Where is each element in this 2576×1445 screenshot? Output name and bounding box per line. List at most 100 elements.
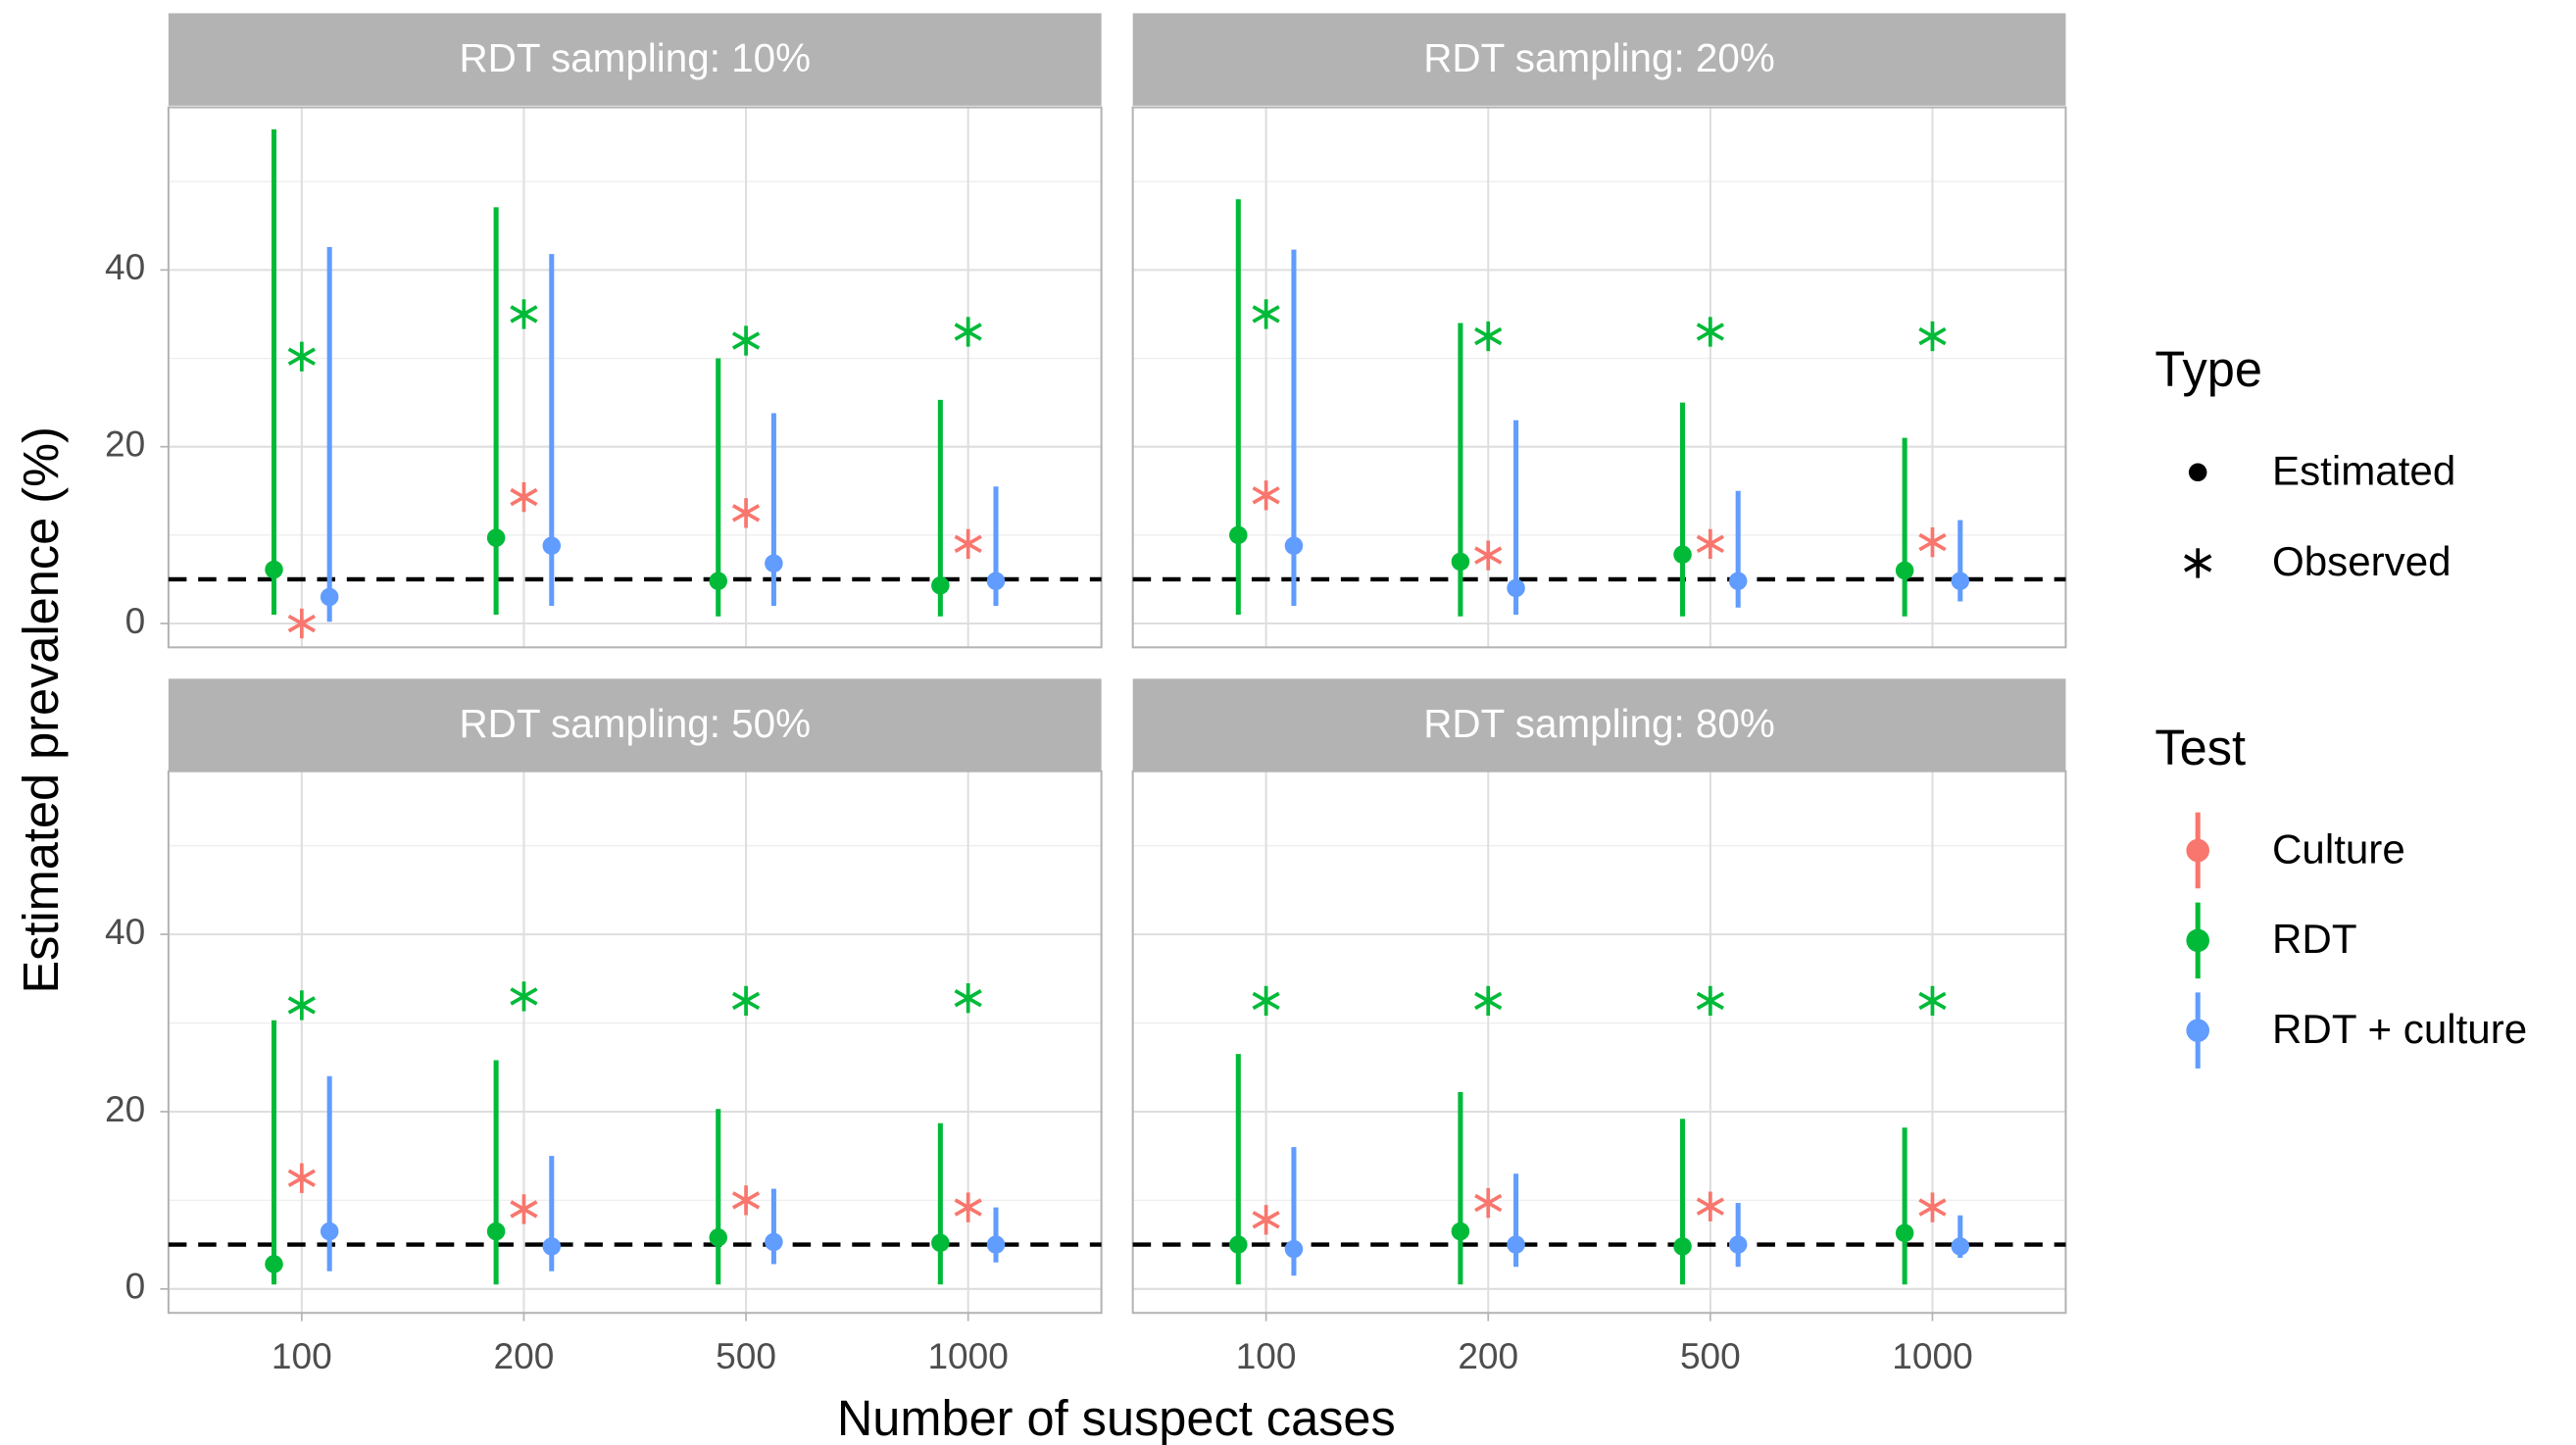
panel-border <box>1131 770 2067 1315</box>
asterisk-stroke <box>1474 326 1503 346</box>
observed-marker <box>1474 321 1503 352</box>
observed-marker <box>1918 321 1947 352</box>
observed-marker <box>1474 985 1503 1017</box>
asterisk-stroke <box>2184 554 2212 573</box>
x-tick-label: 1000 <box>1892 1335 1972 1376</box>
estimated-point <box>320 587 339 607</box>
asterisk-stroke <box>731 504 761 523</box>
observed-marker <box>1252 299 1280 329</box>
estimated-point <box>1673 545 1692 564</box>
observed-marker <box>1696 528 1724 560</box>
asterisk-stroke <box>731 991 761 1011</box>
y-tick-label: 0 <box>125 600 146 641</box>
estimated-point <box>1284 1239 1304 1259</box>
x-tick-label: 500 <box>1680 1335 1741 1376</box>
observed-marker <box>1252 985 1280 1017</box>
estimated-point <box>765 554 783 573</box>
asterisk-stroke <box>954 1198 982 1217</box>
estimated-point <box>1728 1235 1748 1254</box>
asterisk-stroke <box>510 487 538 507</box>
asterisk-stroke <box>287 347 316 366</box>
estimated-point <box>486 528 506 547</box>
observed-marker <box>954 528 982 560</box>
asterisk-stroke <box>287 614 316 633</box>
legend-key-point <box>2186 838 2209 863</box>
facet-title: RDT sampling: 10% <box>459 35 811 80</box>
asterisk-stroke <box>1252 991 1280 1011</box>
estimated-point <box>986 572 1006 590</box>
observed-marker <box>510 299 538 329</box>
estimated-point <box>1673 1237 1692 1256</box>
estimated-point <box>1451 552 1470 572</box>
estimated-point <box>542 1237 562 1256</box>
observed-marker <box>731 325 761 356</box>
observed-marker <box>1918 985 1947 1017</box>
observed-marker <box>731 498 761 528</box>
asterisk-stroke <box>1474 1193 1503 1213</box>
asterisk-stroke <box>1696 323 1724 341</box>
estimated-point <box>1507 578 1525 598</box>
legend-key-point <box>2186 928 2209 953</box>
asterisk-stroke <box>1918 991 1947 1011</box>
estimated-point <box>709 572 727 590</box>
estimated-point <box>320 1221 339 1241</box>
observed-marker <box>287 1163 316 1193</box>
asterisk-stroke <box>1252 305 1280 324</box>
estimated-point <box>1728 572 1748 590</box>
estimated-point <box>986 1235 1006 1254</box>
asterisk-stroke <box>1252 486 1280 505</box>
x-axis-title: Number of suspect cases <box>837 1390 1396 1445</box>
asterisk-stroke <box>954 989 982 1008</box>
asterisk-stroke <box>1252 1211 1280 1229</box>
x-tick-label: 500 <box>716 1335 776 1376</box>
asterisk-stroke <box>1696 534 1724 554</box>
x-tick-label: 200 <box>494 1335 555 1376</box>
observed-marker <box>731 985 761 1017</box>
estimated-point <box>265 560 283 579</box>
observed-marker <box>510 1194 538 1224</box>
observed-marker <box>954 317 982 347</box>
legend-key-point <box>2186 1019 2209 1042</box>
observed-marker <box>1696 1191 1724 1221</box>
y-tick-label: 20 <box>105 423 145 464</box>
facet-strip <box>168 13 1102 106</box>
facet-strip <box>168 678 1102 772</box>
observed-marker <box>954 1192 982 1222</box>
asterisk-stroke <box>287 1169 316 1187</box>
y-axis-title: Estimated prevalence (%) <box>13 426 69 993</box>
observed-marker <box>1252 1205 1280 1235</box>
asterisk-stroke <box>731 331 761 350</box>
estimated-point <box>931 575 950 595</box>
legend-label: Culture <box>2272 825 2405 872</box>
observed-marker <box>1696 985 1724 1017</box>
facet-strip <box>1132 678 2066 772</box>
estimated-point <box>931 1233 950 1253</box>
observed-marker <box>731 1185 761 1216</box>
asterisk-stroke <box>954 323 982 341</box>
legend-title: Test <box>2155 720 2246 775</box>
asterisk-stroke <box>1696 1197 1724 1216</box>
panel-border <box>1131 106 2067 649</box>
facet-strip <box>1132 13 2066 106</box>
asterisk-stroke <box>1918 326 1947 346</box>
estimated-point <box>1229 1235 1248 1254</box>
observed-marker <box>287 608 316 639</box>
asterisk-stroke <box>510 987 538 1006</box>
observed-marker <box>2184 548 2212 578</box>
estimated-point <box>1284 536 1304 555</box>
observed-marker <box>287 341 316 372</box>
asterisk-stroke <box>1696 991 1724 1011</box>
estimated-point <box>1507 1235 1525 1254</box>
asterisk-stroke <box>731 1191 761 1210</box>
estimated-point <box>1951 572 1970 590</box>
estimated-point <box>1895 561 1914 580</box>
facet-title: RDT sampling: 20% <box>1423 35 1775 80</box>
observed-marker <box>954 983 982 1014</box>
y-tick-label: 20 <box>105 1088 145 1129</box>
estimated-point <box>486 1221 506 1241</box>
panel-border <box>167 106 1103 649</box>
observed-marker <box>510 981 538 1012</box>
asterisk-stroke <box>1474 546 1503 565</box>
observed-marker <box>1696 317 1724 347</box>
